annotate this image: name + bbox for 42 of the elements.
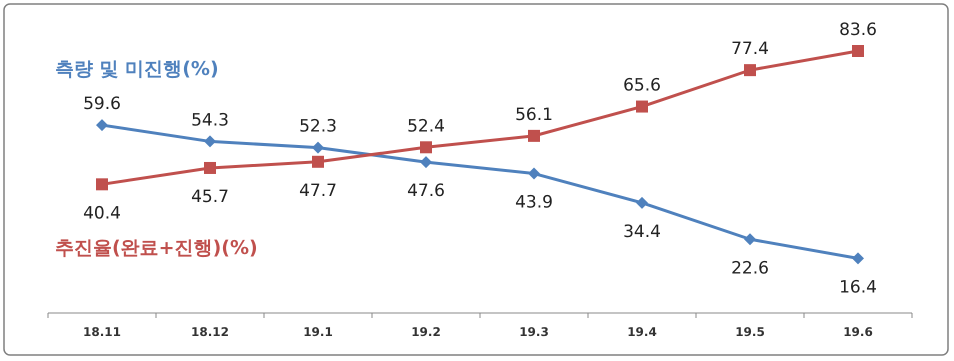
x-tick-label: 18.12 xyxy=(191,325,229,339)
data-label: 47.7 xyxy=(299,180,337,201)
text: 추진율(완료+진행)(%) xyxy=(55,237,258,259)
point xyxy=(312,156,324,168)
data-label: 65.6 xyxy=(623,76,661,96)
point xyxy=(852,45,864,57)
data-label: 52.4 xyxy=(407,116,445,136)
point xyxy=(636,196,648,209)
data-label: 77.4 xyxy=(731,39,769,60)
data-label: 47.6 xyxy=(407,181,445,202)
point xyxy=(744,233,756,246)
x-tick-label: 19.2 xyxy=(411,325,441,339)
point xyxy=(744,64,756,76)
data-label: 54.3 xyxy=(191,110,229,130)
point xyxy=(420,141,432,154)
point xyxy=(528,168,540,180)
point xyxy=(636,100,648,113)
data-label: 22.6 xyxy=(731,258,769,278)
point xyxy=(204,135,216,148)
data-label: 56.1 xyxy=(515,104,553,125)
point xyxy=(312,142,324,154)
x-tick-label: 19.4 xyxy=(627,325,657,339)
data-label: 83.6 xyxy=(839,20,877,40)
point xyxy=(528,130,540,142)
data-label: 52.3 xyxy=(299,116,337,137)
data-label: 16.4 xyxy=(839,277,877,298)
x-tick-label: 19.3 xyxy=(519,325,549,339)
x-tick-label: 19.6 xyxy=(843,325,873,339)
data-label: 45.7 xyxy=(191,186,229,207)
text: 측량 및 미진행(%) xyxy=(55,58,219,80)
x-tick-label: 19.5 xyxy=(735,325,765,339)
point xyxy=(852,252,864,264)
x-tick-label: 18.11 xyxy=(83,325,121,339)
point xyxy=(420,156,432,168)
data-label: 43.9 xyxy=(515,192,553,213)
x-tick-label: 19.1 xyxy=(303,325,333,339)
data-label: 34.4 xyxy=(623,222,661,242)
point xyxy=(96,178,108,190)
data-label: 40.4 xyxy=(83,203,121,224)
point xyxy=(204,162,216,174)
point xyxy=(96,119,108,132)
data-label: 59.6 xyxy=(83,94,121,114)
